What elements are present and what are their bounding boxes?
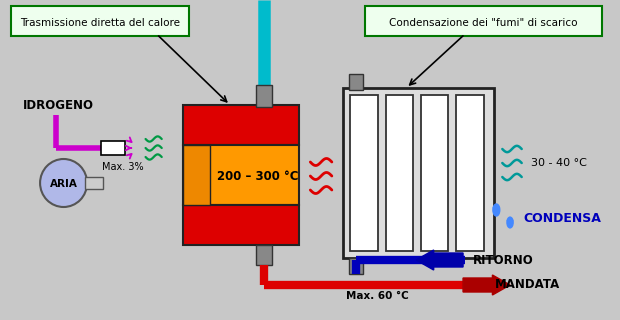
Text: CONDENSA: CONDENSA [524, 212, 601, 225]
FancyArrow shape [416, 250, 463, 270]
Bar [257, 85, 272, 107]
Ellipse shape [493, 204, 500, 216]
Bar [257, 245, 272, 265]
FancyArrow shape [463, 275, 510, 295]
Text: Condensazione dei "fumi" di scarico: Condensazione dei "fumi" di scarico [389, 18, 578, 28]
Bar [350, 95, 378, 251]
Bar [183, 105, 299, 145]
Bar [183, 145, 299, 205]
Text: Trasmissione diretta del calore: Trasmissione diretta del calore [20, 18, 180, 28]
Text: ARIA: ARIA [50, 179, 78, 189]
FancyBboxPatch shape [365, 6, 602, 36]
Text: IDROGENO: IDROGENO [22, 99, 94, 111]
Text: RITORNO: RITORNO [473, 253, 534, 267]
Bar [183, 145, 210, 205]
Text: 30 - 40 °C: 30 - 40 °C [531, 158, 587, 168]
Polygon shape [507, 218, 513, 221]
FancyBboxPatch shape [11, 6, 189, 36]
Bar [350, 74, 363, 90]
Bar [350, 258, 363, 274]
Bar [456, 95, 484, 251]
Bar [85, 177, 103, 189]
Bar [386, 95, 413, 251]
Bar [183, 205, 299, 245]
Polygon shape [493, 205, 500, 208]
Text: MANDATA: MANDATA [494, 278, 560, 292]
Bar [101, 141, 125, 155]
Text: Max. 3%: Max. 3% [102, 162, 143, 172]
Text: 200 – 300 °C: 200 – 300 °C [216, 170, 298, 182]
Ellipse shape [507, 217, 513, 228]
Bar [421, 95, 448, 251]
Circle shape [40, 159, 87, 207]
Text: Max. 60 °C: Max. 60 °C [345, 291, 408, 301]
Bar [343, 88, 494, 258]
